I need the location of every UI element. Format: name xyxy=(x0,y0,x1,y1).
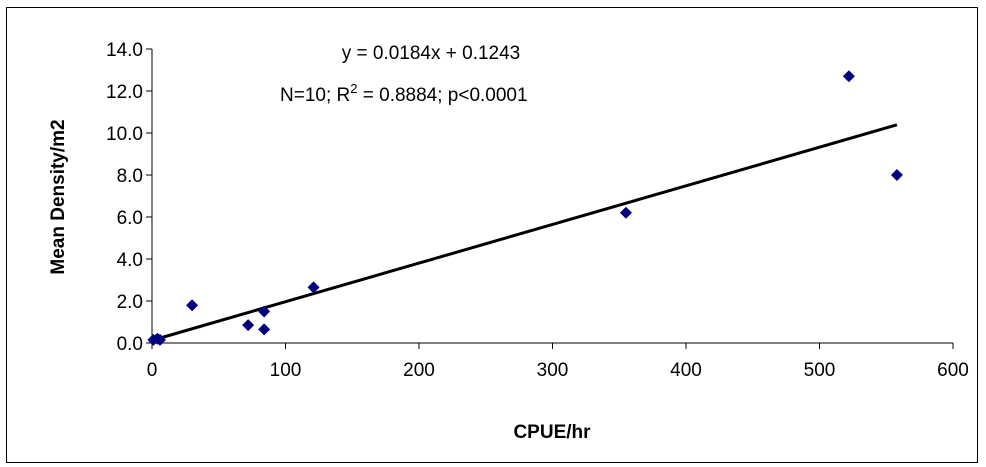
y-tick-label: 10.0 xyxy=(106,124,143,145)
y-axis-title: Mean Density/m2 xyxy=(48,119,69,274)
data-point xyxy=(258,323,271,336)
x-tick-label: 400 xyxy=(670,360,702,381)
y-tick-label: 4.0 xyxy=(117,250,143,271)
equation-annotation: y = 0.0184x + 0.1243 xyxy=(342,43,521,64)
y-tick-label: 12.0 xyxy=(106,82,143,103)
data-point xyxy=(307,281,320,294)
y-tick-label: 6.0 xyxy=(117,208,143,229)
y-tick-label: 8.0 xyxy=(117,166,143,187)
trendline-group xyxy=(152,123,898,342)
trendline xyxy=(152,123,898,342)
data-point xyxy=(258,305,271,318)
data-point xyxy=(842,70,855,83)
stats-suffix: = 0.8884; p<0.0001 xyxy=(357,85,527,106)
data-point xyxy=(890,169,903,181)
data-point xyxy=(186,299,199,312)
axes: 0.0 2.0 4.0 6.0 8.0 10.0 12.0 14.0 0 100 200 300 400… xyxy=(106,40,969,381)
data-point xyxy=(619,206,632,219)
data-point xyxy=(242,319,255,332)
stats-annotation: N=10; R2 = 0.8884; p<0.0001 xyxy=(280,81,528,106)
chart-frame xyxy=(6,7,978,463)
x-tick-label: 0 xyxy=(147,360,158,381)
x-tick-label: 300 xyxy=(537,360,569,381)
x-tick-label: 200 xyxy=(403,360,435,381)
x-tick-label: 500 xyxy=(804,360,836,381)
data-point xyxy=(154,333,167,346)
y-tick-label: 0.0 xyxy=(117,334,143,355)
x-axis-title: CPUE/hr xyxy=(513,422,591,443)
y-tick-label: 14.0 xyxy=(106,40,143,61)
x-tick-label: 100 xyxy=(270,360,302,381)
r-squared-superscript: 2 xyxy=(350,81,357,96)
stats-prefix: N=10; R xyxy=(280,85,350,106)
data-points xyxy=(147,70,903,346)
x-tick-label: 600 xyxy=(937,360,969,381)
y-tick-label: 2.0 xyxy=(117,292,143,313)
